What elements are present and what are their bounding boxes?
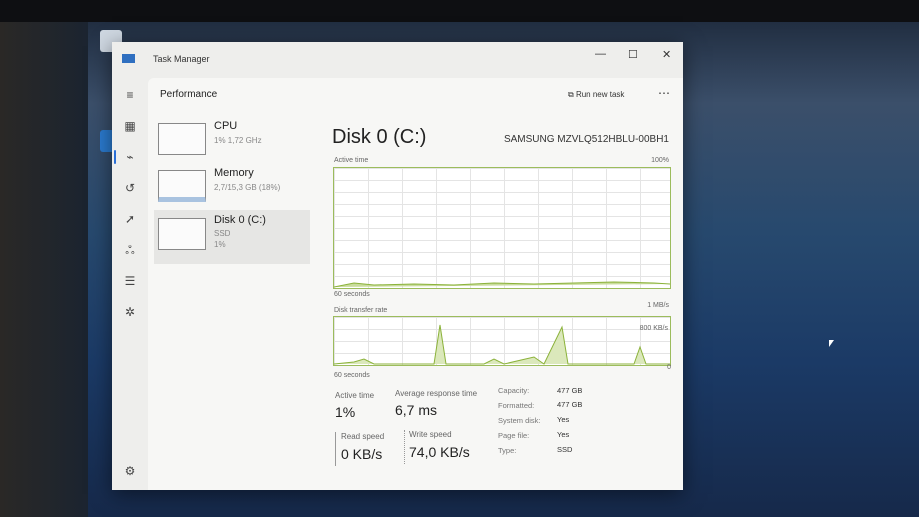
disk-model: SAMSUNG MZVLQ512HBLU-00BH1	[503, 134, 669, 145]
services-icon[interactable]: ✲	[124, 305, 136, 319]
transfer-window: 60 seconds	[334, 372, 370, 379]
run-new-task-label: Run new task	[575, 90, 625, 99]
memory-label: Memory	[214, 167, 254, 179]
capacity-value: 477 GB	[557, 386, 583, 395]
mouse-cursor-icon	[829, 340, 834, 347]
more-options-button[interactable]: ⋯	[658, 86, 670, 100]
transfer-max: 1 MB/s	[647, 302, 669, 309]
avg-response-label: Average response time	[395, 389, 478, 398]
read-speed-label: Read speed	[341, 432, 385, 441]
details-icon[interactable]: ☰	[124, 274, 136, 288]
run-task-icon: ⧉	[568, 90, 576, 99]
monitor-bezel-top	[0, 0, 919, 22]
sidebar-item-cpu[interactable]: CPU 1% 1,72 GHz	[154, 116, 310, 166]
page-file-value: Yes	[557, 430, 570, 439]
memory-usage: 2,7/15,3 GB (18%)	[214, 183, 281, 192]
transfer-mid: 800 KB/s	[639, 325, 668, 332]
disk-type: SSD	[214, 229, 231, 238]
task-manager-logo-icon	[122, 54, 135, 63]
performance-panel: Performance ⧉ Run new task ⋯ CPU 1% 1,72…	[148, 78, 683, 490]
disk-label: Disk 0 (C:)	[214, 214, 266, 226]
performance-icon[interactable]: ⌁	[126, 150, 134, 164]
active-time-graph-label: Active time	[334, 157, 369, 164]
cpu-usage: 1% 1,72 GHz	[214, 136, 262, 145]
capacity-label: Capacity:	[498, 386, 530, 395]
active-time-graph	[333, 167, 671, 289]
active-time-value: 1%	[335, 404, 356, 420]
read-indicator	[335, 432, 336, 466]
transfer-graph-label: Disk transfer rate	[334, 307, 388, 314]
active-time-window: 60 seconds	[334, 291, 370, 298]
avg-response-value: 6,7 ms	[395, 402, 438, 418]
disk-usage: 1%	[214, 240, 226, 249]
hamburger-icon[interactable]: ≡	[126, 88, 134, 102]
task-manager-window: Task Manager — ☐ ✕ ≡ ▦ ⌁ ↺ ➚ ஃ ☰ ✲ ⚙ Per…	[112, 42, 683, 490]
startup-icon[interactable]: ➚	[124, 212, 136, 226]
users-icon[interactable]: ஃ	[125, 243, 135, 257]
active-time-label: Active time	[335, 391, 375, 400]
write-speed-value: 74,0 KB/s	[409, 444, 470, 460]
sidebar-item-memory[interactable]: Memory 2,7/15,3 GB (18%)	[154, 163, 310, 213]
active-time-max: 100%	[651, 157, 669, 164]
transfer-rate-graph: 800 KB/s	[333, 316, 671, 366]
formatted-value: 477 GB	[557, 400, 583, 409]
cpu-label: CPU	[214, 120, 238, 132]
active-time-series	[333, 281, 671, 288]
window-title: Task Manager	[153, 54, 210, 64]
close-button[interactable]: ✕	[662, 49, 672, 61]
monitor-bezel	[0, 0, 88, 517]
type-label: Type:	[498, 446, 517, 455]
formatted-label: Formatted:	[498, 401, 535, 410]
processes-icon[interactable]: ▦	[124, 119, 136, 133]
transfer-min: 0	[667, 364, 671, 371]
system-disk-label: System disk:	[498, 416, 541, 425]
read-speed-value: 0 KB/s	[341, 446, 383, 462]
write-indicator	[404, 430, 405, 464]
settings-icon[interactable]: ⚙	[124, 464, 136, 478]
minimize-button[interactable]: —	[595, 48, 606, 60]
write-speed-label: Write speed	[409, 430, 452, 439]
disk-title: Disk 0 (C:)	[332, 126, 427, 148]
page-file-label: Page file:	[498, 431, 530, 440]
type-value: SSD	[557, 445, 573, 454]
run-new-task-button[interactable]: ⧉ Run new task	[568, 90, 624, 100]
disk-thumbnail-graph	[158, 218, 206, 250]
sidebar-item-disk0[interactable]: Disk 0 (C:) SSD 1%	[154, 210, 310, 264]
cpu-thumbnail-graph	[158, 123, 206, 155]
app-history-icon[interactable]: ↺	[124, 181, 136, 195]
maximize-button[interactable]: ☐	[628, 49, 638, 61]
system-disk-value: Yes	[557, 415, 570, 424]
selected-indicator	[114, 150, 116, 164]
memory-thumbnail-graph	[158, 170, 206, 202]
page-title: Performance	[160, 89, 218, 100]
transfer-rate-series	[333, 324, 670, 365]
